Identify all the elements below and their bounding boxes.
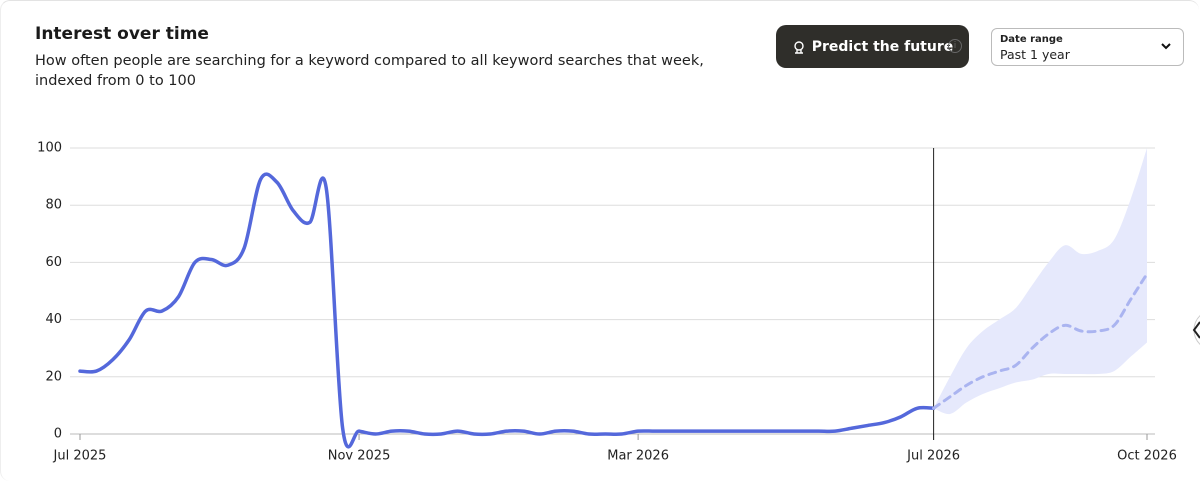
dropdown-label: Date range (1000, 34, 1063, 45)
series-line (932, 272, 1149, 410)
info-icon[interactable]: i (948, 39, 962, 53)
chart-subtitle: How often people are searching for a key… (35, 53, 704, 89)
y-tick-label: 0 (54, 427, 62, 442)
chevron (1161, 43, 1171, 50)
x-tick-label: Oct 2026 (1117, 449, 1177, 464)
y-tick-label: 80 (45, 198, 62, 213)
x-tick-label: Nov 2025 (328, 449, 391, 464)
y-tick-label: 20 (45, 369, 62, 384)
button-label: Predict the future (811, 38, 954, 55)
grid (70, 147, 1155, 435)
series-line (78, 172, 936, 449)
chart-title: Interest over time (35, 24, 209, 44)
x-tick-label: Mar 2026 (607, 449, 669, 464)
side-toggle-icon (1192, 321, 1200, 339)
forecast-band (933, 148, 1147, 415)
date-range-dropdown[interactable]: Date range Past 1 year (991, 28, 1184, 66)
y-tick-label: 100 (37, 141, 62, 156)
x-tick-label: Jul 2025 (53, 449, 107, 464)
button-icon (794, 40, 804, 54)
dropdown-value: Past 1 year (1000, 47, 1070, 62)
y-tick-label: 40 (45, 312, 62, 327)
predict-button[interactable]: Predict the future (776, 25, 969, 68)
x-tick-label: Jul 2026 (906, 449, 960, 464)
y-tick-label: 60 (45, 255, 62, 270)
